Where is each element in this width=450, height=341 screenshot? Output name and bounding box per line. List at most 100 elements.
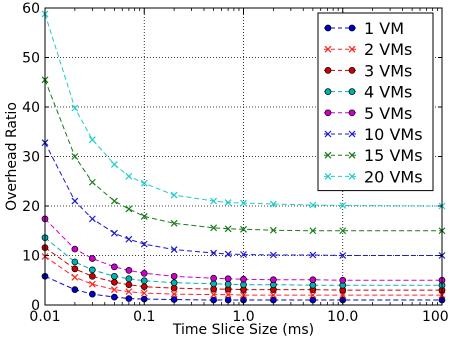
x-tick-label: 1.0 <box>232 309 254 325</box>
data-point-5-vms <box>339 276 347 284</box>
marker-stroke <box>339 202 347 209</box>
marker-stroke <box>269 226 277 234</box>
data-point-1-vm <box>125 295 133 302</box>
data-point-5-vms <box>240 275 247 283</box>
legend-marker <box>348 151 356 159</box>
marker-stroke <box>339 227 347 235</box>
data-point-10-vms <box>71 197 79 205</box>
series-line-20-vms <box>44 13 443 207</box>
marker-stroke <box>240 291 247 299</box>
legend-entry-10-vms: 10 VMs <box>324 125 423 144</box>
marker-stroke <box>71 197 79 205</box>
series-line-1-vm <box>44 275 442 301</box>
legend-marker <box>348 109 356 117</box>
series-line-15-vms <box>44 79 442 232</box>
legend-marker <box>348 130 356 138</box>
marker-stroke <box>140 212 148 220</box>
data-point-5-vms <box>270 276 277 284</box>
data-point-15-vms <box>88 178 96 186</box>
legend-entry-3-vms: 3 VMs <box>324 61 412 80</box>
marker-stroke <box>210 197 218 205</box>
legend-marker <box>324 88 332 95</box>
legend-label-2-vms: 2 VMs <box>364 40 412 59</box>
data-point-20-vms <box>240 199 247 207</box>
y-axis-title: Overhead Ratio <box>4 102 20 211</box>
marker-stroke <box>339 291 347 299</box>
data-point-5-vms <box>111 263 118 271</box>
data-point-4-vms <box>125 275 133 283</box>
marker-stroke <box>324 151 332 159</box>
data-point-3-vms <box>140 283 148 291</box>
data-point-10-vms <box>224 250 232 258</box>
data-point-2-vms <box>88 280 96 288</box>
marker-stroke <box>170 219 178 227</box>
data-point-3-vms <box>125 281 133 289</box>
y-tick-label: 40 <box>22 100 40 116</box>
data-point-1-vm <box>71 286 79 294</box>
data-point-2-vms <box>224 291 232 299</box>
legend-label-1-vm: 1 VM <box>364 19 404 38</box>
legend-entry-20-vms: 20 VMs <box>324 167 423 186</box>
series-line-2-vms <box>44 256 442 296</box>
data-point-10-vms <box>88 215 96 223</box>
data-point-5-vms <box>210 274 217 282</box>
legend-label-15-vms: 15 VMs <box>364 146 423 165</box>
legend-marker <box>348 88 356 95</box>
data-point-10-vms <box>240 251 247 258</box>
series-line-4-vms <box>44 237 442 286</box>
marker-stroke <box>324 172 332 180</box>
marker-stroke <box>224 291 232 299</box>
marker-stroke <box>170 191 178 199</box>
marker-stroke <box>71 273 79 281</box>
data-point-10-vms <box>110 229 118 237</box>
data-point-2-vms <box>210 291 218 299</box>
data-point-15-vms <box>269 226 277 234</box>
data-point-15-vms <box>309 227 317 235</box>
data-point-20-vms <box>71 104 79 112</box>
y-tick-label: 50 <box>22 51 40 67</box>
series-line-3-vms <box>44 247 442 291</box>
marker-stroke <box>309 227 317 235</box>
marker-stroke <box>269 291 277 299</box>
marker-stroke <box>210 249 218 257</box>
marker-stroke <box>348 45 356 53</box>
data-point-15-vms <box>240 225 247 233</box>
series-15-vms <box>41 76 446 235</box>
data-point-4-vms <box>89 266 96 274</box>
x-tick-label: 100.0 <box>422 309 450 325</box>
data-point-1-vm <box>89 290 96 298</box>
data-point-20-vms <box>224 199 232 206</box>
marker-stroke <box>140 289 148 297</box>
marker-stroke <box>324 45 332 53</box>
marker-stroke <box>88 178 96 186</box>
marker-stroke <box>240 251 247 258</box>
data-point-20-vms <box>269 200 277 208</box>
ticks: 0 10 20 30 40 50 60 0.01 0.1 1.0 10.0 100.0 <box>22 1 450 325</box>
marker-stroke <box>110 229 118 237</box>
marker-stroke <box>348 151 356 159</box>
legend-entry-1-vm: 1 VM <box>324 19 404 38</box>
data-point-3-vms <box>111 278 118 286</box>
marker-stroke <box>88 136 96 144</box>
data-point-2-vms <box>125 288 133 296</box>
data-point-2-vms <box>240 291 247 299</box>
data-point-10-vms <box>125 235 133 243</box>
data-point-10-vms <box>339 252 347 259</box>
data-point-15-vms <box>125 205 133 213</box>
data-point-2-vms <box>269 291 277 299</box>
marker-stroke <box>224 225 232 233</box>
legend-marker <box>348 45 356 53</box>
legend-marker <box>324 130 332 138</box>
legend-marker <box>324 24 332 32</box>
data-point-4-vms <box>111 272 118 280</box>
marker-stroke <box>110 286 118 294</box>
series-3-vms <box>41 244 446 294</box>
data-point-10-vms <box>269 251 277 259</box>
data-point-4-vms <box>170 279 178 287</box>
marker-stroke <box>324 130 332 138</box>
data-point-1-vm <box>170 296 178 303</box>
data-point-2-vms <box>339 291 347 299</box>
data-point-15-vms <box>140 212 148 220</box>
